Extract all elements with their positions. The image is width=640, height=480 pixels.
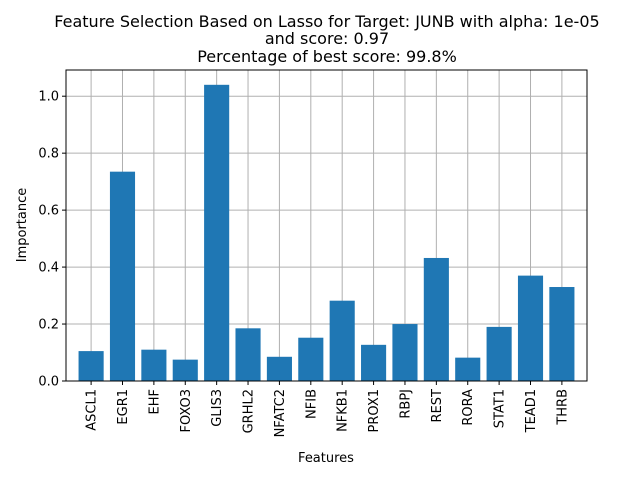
y-axis-label: Importance — [15, 188, 30, 263]
bar-ascl1 — [78, 351, 104, 381]
x-tick-label: FOXO3 — [179, 389, 194, 432]
bar-stat1 — [486, 326, 512, 381]
plot-frame — [65, 69, 588, 382]
y-axis: 0.0 0.2 0.4 0.6 0.8 1.0 — [38, 90, 66, 390]
y-tick-label: 0.2 — [38, 318, 59, 333]
x-tick-label: REST — [430, 389, 445, 422]
x-axis-label: Features — [298, 451, 354, 466]
bar-rest — [423, 257, 449, 381]
y-tick-label: 1.0 — [38, 90, 59, 105]
x-tick-label: EHF — [147, 389, 162, 414]
x-tick-label: STAT1 — [493, 389, 508, 428]
x-tick-label: ASCL1 — [85, 389, 100, 431]
bar-thrb — [549, 287, 575, 381]
bar-nfatc2 — [266, 356, 292, 381]
y-tick-label: 0.8 — [38, 147, 59, 162]
bar-rora — [455, 357, 481, 381]
x-tick-label: NFATC2 — [273, 389, 288, 437]
chart-title-line-2: and score: 0.97 — [265, 29, 389, 48]
x-tick-label: THRB — [555, 389, 570, 426]
x-tick-label: RORA — [461, 389, 476, 426]
x-tick-label: GRHL2 — [242, 389, 257, 433]
bar-glis3 — [204, 84, 230, 382]
y-tick-label: 0.0 — [38, 375, 59, 390]
x-tick-label: RBPJ — [398, 389, 413, 419]
x-tick-label: EGR1 — [116, 389, 131, 425]
chart-title-line-1: Feature Selection Based on Lasso for Tar… — [54, 12, 599, 31]
chart-title-line-3: Percentage of best score: 99.8% — [197, 47, 457, 66]
chart-title: Feature Selection Based on Lasso for Tar… — [54, 12, 599, 66]
x-tick-label: NFKB1 — [336, 389, 351, 432]
x-tick-label: PROX1 — [367, 389, 382, 432]
y-tick-label: 0.4 — [38, 261, 59, 276]
bar-foxo3 — [172, 359, 198, 381]
x-tick-label: NFIB — [304, 389, 319, 419]
bar-tead1 — [517, 275, 544, 381]
bar-grhl2 — [235, 328, 261, 381]
bar-egr1 — [109, 171, 136, 381]
y-tick-label: 0.6 — [38, 204, 59, 219]
bar-ehf — [141, 349, 167, 381]
x-tick-label: TEAD1 — [524, 389, 539, 433]
x-axis: ASCL1 EGR1 EHF FOXO3 GLIS3 GRHL2 NFATC2 NFIB NFK… — [85, 381, 570, 437]
bar-nfib — [298, 337, 324, 381]
bar-nfkb1 — [329, 300, 355, 381]
x-tick-label: GLIS3 — [210, 389, 225, 427]
bars — [78, 84, 575, 382]
bar-prox1 — [361, 344, 387, 381]
bar-rbpj — [392, 324, 418, 381]
